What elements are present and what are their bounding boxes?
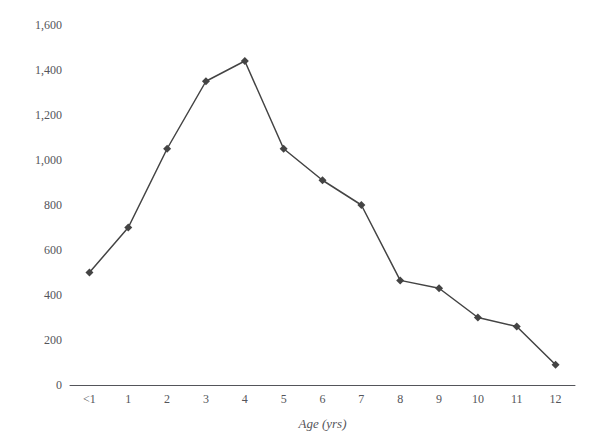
svg-text:3: 3: [203, 392, 209, 406]
svg-text:9: 9: [436, 392, 442, 406]
svg-text:200: 200: [44, 333, 62, 347]
svg-text:11: 11: [511, 392, 523, 406]
svg-text:1,600: 1,600: [35, 18, 62, 32]
svg-text:6: 6: [320, 392, 326, 406]
svg-text:800: 800: [44, 198, 62, 212]
svg-text:0: 0: [56, 378, 62, 392]
svg-text:1,000: 1,000: [35, 153, 62, 167]
svg-text:10: 10: [472, 392, 484, 406]
svg-text:2: 2: [164, 392, 170, 406]
svg-text:5: 5: [281, 392, 287, 406]
svg-text:400: 400: [44, 288, 62, 302]
svg-text:8: 8: [397, 392, 403, 406]
svg-text:4: 4: [242, 392, 248, 406]
svg-text:1,400: 1,400: [35, 63, 62, 77]
svg-text:1,200: 1,200: [35, 108, 62, 122]
svg-text:1: 1: [125, 392, 131, 406]
svg-text:<1: <1: [83, 392, 96, 406]
svg-text:Age (yrs): Age (yrs): [297, 416, 346, 431]
svg-text:12: 12: [550, 392, 562, 406]
svg-text:7: 7: [358, 392, 364, 406]
svg-text:600: 600: [44, 243, 62, 257]
